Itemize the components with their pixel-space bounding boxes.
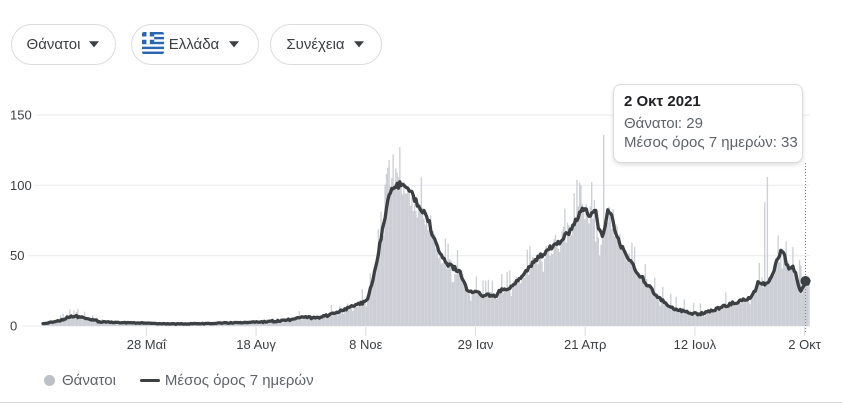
svg-text:150: 150 [10,108,32,123]
svg-text:18 Αυγ: 18 Αυγ [236,337,276,352]
svg-text:2 Οκτ: 2 Οκτ [788,337,821,352]
svg-text:21 Απρ: 21 Απρ [564,337,606,352]
svg-text:8 Νοε: 8 Νοε [349,337,382,352]
svg-text:50: 50 [10,248,24,263]
svg-text:29 Ιαν: 29 Ιαν [458,337,494,352]
svg-text:12 Ιουλ: 12 Ιουλ [674,337,717,352]
svg-text:0: 0 [10,319,17,334]
svg-text:100: 100 [10,178,32,193]
svg-text:28 Μαΐ: 28 Μαΐ [127,337,167,352]
